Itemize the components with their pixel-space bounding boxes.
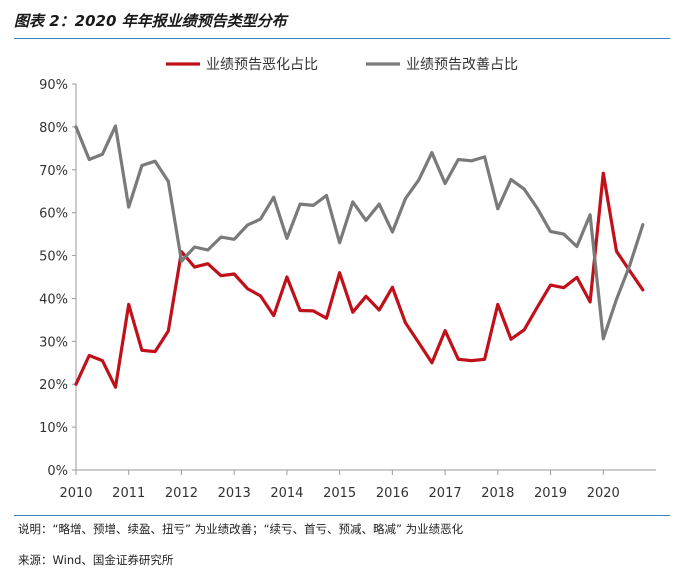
x-tick-label: 2011 <box>112 486 145 501</box>
x-tick-label: 2016 <box>376 486 409 501</box>
y-tick-label: 0% <box>47 464 68 479</box>
y-tick-label: 10% <box>39 421 68 436</box>
source-note: 来源：Wind、国金证券研究所 <box>18 553 174 567</box>
y-tick-label: 20% <box>39 378 68 393</box>
x-tick-label: 2014 <box>270 486 303 501</box>
x-tick-label: 2020 <box>587 486 620 501</box>
series-line-1 <box>74 124 645 341</box>
y-tick-label: 50% <box>39 250 68 265</box>
y-tick-label: 70% <box>39 164 68 179</box>
x-tick-label: 2013 <box>218 486 251 501</box>
figure-title: 图表 2：2020 年年报业绩预告类型分布 <box>14 12 287 30</box>
legend-label: 业绩预告恶化占比 <box>206 57 318 73</box>
title-rule <box>14 38 670 39</box>
y-tick-label: 60% <box>39 207 68 222</box>
series-line-0 <box>74 171 645 389</box>
y-tick-label: 80% <box>39 121 68 136</box>
note-rule <box>14 515 670 516</box>
x-tick-label: 2019 <box>534 486 567 501</box>
y-tick-label: 90% <box>39 78 68 93</box>
legend-item-1: 业绩预告改善占比 <box>366 57 518 73</box>
x-tick-label: 2012 <box>165 486 198 501</box>
y-tick-label: 40% <box>39 292 68 307</box>
series-lines <box>74 124 645 389</box>
legend: 业绩预告恶化占比 业绩预告改善占比 <box>166 57 518 73</box>
y-tick-label: 30% <box>39 335 68 350</box>
x-tick-label: 2017 <box>429 486 462 501</box>
axes: 0% 10% 20% 30% 40% 50% 60% 70% 80% 90% 2010 2011 201… <box>39 78 656 501</box>
legend-item-0: 业绩预告恶化占比 <box>166 57 318 73</box>
chart-note: 说明：“略增、预增、续盈、扭亏” 为业绩改善；“续亏、首亏、预减、略减” 为业绩… <box>18 522 464 536</box>
x-tick-label: 2018 <box>481 486 514 501</box>
x-tick-label: 2015 <box>323 486 356 501</box>
legend-label: 业绩预告改善占比 <box>406 57 518 73</box>
x-tick-label: 2010 <box>59 486 92 501</box>
